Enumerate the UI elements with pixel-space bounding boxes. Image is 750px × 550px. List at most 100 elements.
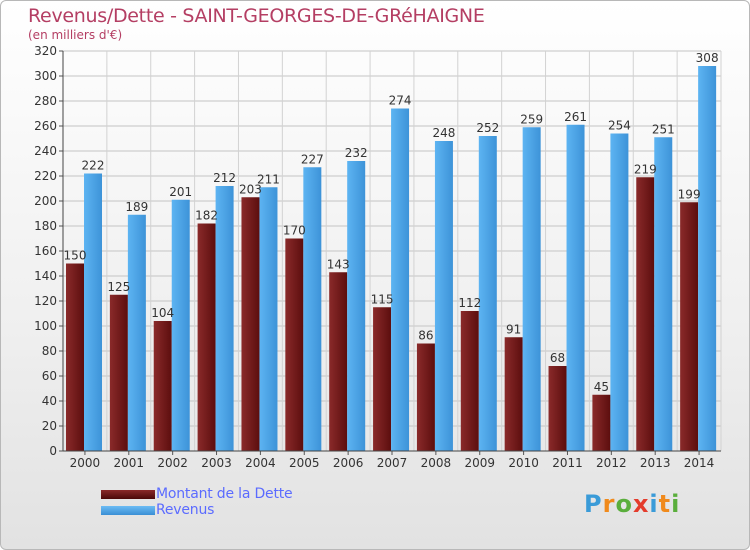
x-tick-label: 2001 [114, 456, 145, 470]
data-label-dette: 199 [678, 187, 701, 201]
bar-dette [636, 177, 655, 451]
data-label-dette: 104 [151, 306, 174, 320]
bar-dette [680, 202, 699, 451]
bar-dette [109, 294, 128, 451]
bar-revenus [215, 186, 234, 451]
bar-revenus [391, 108, 410, 451]
data-label-dette: 125 [107, 280, 130, 294]
data-label-revenus: 251 [652, 122, 675, 136]
x-tick-label: 2012 [596, 456, 627, 470]
bar-dette [460, 311, 479, 451]
bar-revenus [566, 124, 585, 451]
x-tick-label: 2000 [70, 456, 101, 470]
logo-letter: i [671, 490, 681, 518]
y-tick-label: 200 [34, 194, 57, 208]
data-label-revenus: 212 [213, 171, 236, 185]
data-label-dette: 45 [594, 380, 609, 394]
data-label-revenus: 211 [257, 172, 280, 186]
data-label-dette: 182 [195, 209, 218, 223]
data-label-dette: 68 [550, 351, 565, 365]
data-label-dette: 143 [327, 257, 350, 271]
logo-letter: x [632, 490, 650, 518]
bar-revenus [347, 161, 366, 451]
data-label-revenus: 252 [476, 121, 499, 135]
y-tick-label: 40 [42, 394, 57, 408]
y-tick-label: 120 [34, 294, 57, 308]
legend-label-revenus: Revenus [156, 502, 215, 518]
y-tick-label: 280 [34, 94, 57, 108]
y-tick-label: 160 [34, 244, 57, 258]
bar-dette [241, 197, 260, 451]
data-label-dette: 150 [64, 249, 87, 263]
x-tick-label: 2013 [640, 456, 671, 470]
x-tick-label: 2003 [201, 456, 232, 470]
data-label-dette: 112 [458, 296, 481, 310]
logo-letter: r [602, 490, 616, 518]
y-tick-label: 80 [42, 344, 57, 358]
bar-dette [66, 263, 84, 451]
bar-revenus [171, 199, 190, 451]
y-tick-label: 180 [34, 219, 57, 233]
data-label-revenus: 259 [520, 112, 543, 126]
data-label-revenus: 227 [301, 152, 324, 166]
bar-dette [373, 307, 392, 451]
bar-revenus [434, 141, 453, 451]
logo-letter: P [584, 490, 603, 518]
data-label-dette: 91 [506, 322, 521, 336]
legend-swatch-dette [101, 490, 155, 499]
bar-dette [285, 238, 304, 451]
data-label-dette: 115 [371, 292, 394, 306]
data-label-dette: 86 [418, 329, 433, 343]
logo-letter: t [658, 490, 672, 518]
bar-dette [548, 366, 567, 451]
data-label-dette: 219 [634, 162, 657, 176]
x-tick-label: 2007 [377, 456, 408, 470]
x-tick-label: 2010 [508, 456, 539, 470]
bar-revenus [259, 187, 278, 451]
y-tick-label: 20 [42, 419, 57, 433]
x-tick-label: 2008 [421, 456, 452, 470]
bar-dette [592, 394, 611, 451]
bar-dette [504, 337, 523, 451]
bar-revenus [478, 136, 497, 451]
y-tick-label: 140 [34, 269, 57, 283]
bar-revenus [610, 133, 629, 451]
y-tick-label: 100 [34, 319, 57, 333]
data-label-revenus: 189 [125, 200, 148, 214]
bar-revenus [303, 167, 322, 451]
proxiti-logo: Proxiti [584, 490, 680, 518]
y-tick-label: 0 [49, 444, 57, 458]
data-label-revenus: 232 [345, 146, 368, 160]
bar-dette [416, 343, 435, 451]
logo-letter: o [615, 490, 633, 518]
y-tick-label: 260 [34, 119, 57, 133]
data-label-revenus: 254 [608, 119, 631, 133]
x-tick-label: 2006 [333, 456, 364, 470]
data-label-dette: 203 [239, 182, 262, 196]
data-label-revenus: 201 [169, 185, 192, 199]
bar-dette [197, 223, 216, 451]
data-label-dette: 170 [283, 224, 306, 238]
y-tick-label: 60 [42, 369, 57, 383]
data-label-revenus: 308 [696, 51, 719, 65]
y-tick-label: 240 [34, 144, 57, 158]
y-tick-label: 220 [34, 169, 57, 183]
legend-swatch-revenus [101, 506, 155, 515]
data-label-revenus: 222 [82, 159, 105, 173]
chart-subtitle: (en milliers d'€) [28, 28, 123, 42]
x-tick-label: 2009 [464, 456, 495, 470]
bar-revenus [127, 214, 146, 451]
x-tick-label: 2011 [552, 456, 583, 470]
bar-revenus [84, 173, 102, 451]
bar-revenus [698, 66, 717, 451]
data-label-revenus: 274 [389, 94, 412, 108]
y-tick-label: 320 [34, 44, 57, 58]
bar-revenus [522, 127, 541, 451]
data-label-revenus: 248 [432, 126, 455, 140]
y-tick-label: 300 [34, 69, 57, 83]
data-label-revenus: 261 [564, 110, 587, 124]
bar-dette [153, 321, 172, 451]
x-tick-label: 2005 [289, 456, 320, 470]
